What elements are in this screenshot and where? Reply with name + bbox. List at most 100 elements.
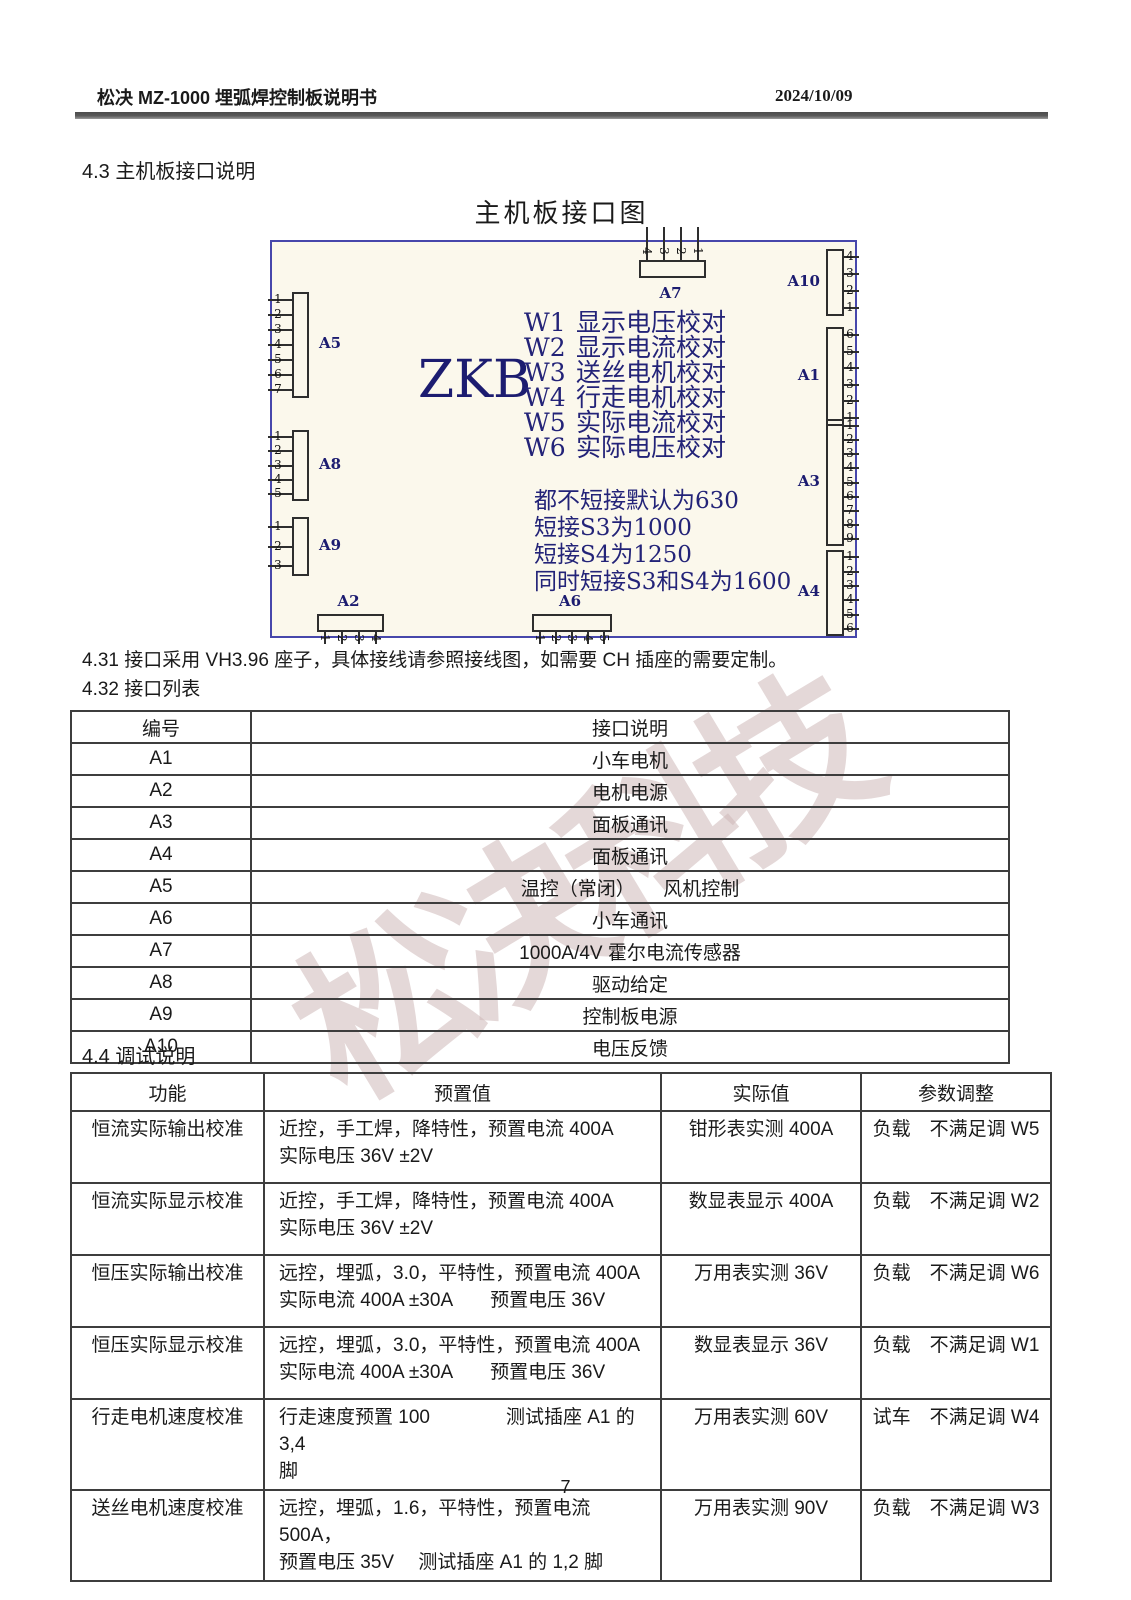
cell-id: A7 <box>70 934 252 968</box>
connector-pin-number: 1 <box>690 247 705 255</box>
connector-a4 <box>826 550 844 636</box>
w-list-row: W1 显示电压校对 <box>524 310 726 335</box>
connector-pin-line <box>842 425 859 428</box>
cell-desc: 温控（常闭） 风机控制 <box>250 870 1010 904</box>
table-row: 恒流实际显示校准 近控，手工焊，降特性，预置电流 400A 实际电压 36V ±2… <box>70 1182 1052 1256</box>
cell-id: A2 <box>70 774 252 808</box>
table-row: A2 电机电源 <box>70 774 1010 808</box>
connector-pin-number: 3 <box>274 457 282 472</box>
connector-pin-line <box>268 344 294 346</box>
connector-label-a2: A2 <box>337 592 360 610</box>
section-heading-4-4: 4.4 调试说明 <box>82 1046 196 1068</box>
table-row: 送丝电机速度校准 远控，埋弧，1.6，平特性，预置电流 500A， 预置电压 35… <box>70 1489 1052 1582</box>
cell: 行走速度预置 100 测试插座 A1 的 3,4 脚 <box>263 1398 662 1491</box>
w-id: W1 <box>524 308 566 337</box>
table-row: A4 面板通讯 <box>70 838 1010 872</box>
w-desc: 送丝电机校对 <box>576 358 727 387</box>
jumper-note-line: 同时短接S3和S4为1600 <box>534 569 792 595</box>
connector-pin-line <box>842 439 859 442</box>
cell: 万用表实测 60V <box>660 1398 862 1491</box>
connector-pin-line <box>842 481 859 484</box>
connector-pin-line <box>603 630 605 644</box>
connector-pin-line <box>268 374 294 377</box>
section-heading-4-3: 4.3 主机板接口说明 <box>82 161 256 183</box>
connector-pin-number: 4 <box>846 360 854 375</box>
connector-pin-number: 3 <box>274 321 282 336</box>
connector-label-a6: A6 <box>558 592 582 610</box>
connector-pin-line <box>268 565 294 568</box>
jumper-note-line: 都不短接默认为630 <box>534 488 739 514</box>
w-list-row: W6 实际电压校对 <box>524 435 726 460</box>
connector-pin-line <box>268 545 294 548</box>
connector-pin-line <box>842 306 859 309</box>
cell: 负载 不满足调 W1 <box>860 1326 1052 1400</box>
connector-a7 <box>639 260 706 278</box>
w-id: W2 <box>524 333 566 362</box>
cell: 负载 不满足调 W2 <box>860 1182 1052 1256</box>
connector-pin-line <box>268 298 294 301</box>
connector-pin-line <box>842 416 859 419</box>
header-rule <box>75 112 1048 119</box>
connector-pin-line <box>357 630 360 644</box>
connector-pin-line <box>679 227 682 262</box>
connector-pin-number: 7 <box>274 382 282 397</box>
cell-id: A1 <box>70 742 252 776</box>
cell-id: A6 <box>70 902 252 936</box>
connector-pin-number: 5 <box>597 634 611 642</box>
connector-pin-number: 4 <box>274 337 282 351</box>
cell-desc: 小车通讯 <box>250 902 1010 936</box>
connector-pin-number: 2 <box>549 634 563 642</box>
connector-a1 <box>826 327 844 426</box>
w-id: W6 <box>524 433 566 462</box>
connector-pin-line <box>842 383 859 386</box>
w-desc: 显示电压校对 <box>576 308 727 337</box>
cell-id: A8 <box>70 966 252 1000</box>
connector-pin-number: 4 <box>846 592 854 607</box>
connector-pin-number: 2 <box>274 443 282 458</box>
cell: 恒流实际输出校准 <box>70 1110 265 1184</box>
connector-pin-line <box>842 334 859 337</box>
cell: 负载 不满足调 W5 <box>860 1110 1052 1184</box>
connector-label-a7: A7 <box>659 284 682 302</box>
connector-pin-number: 5 <box>274 352 282 367</box>
w-list-row: W3 送丝电机校对 <box>524 360 726 385</box>
connector-pin-number: 7 <box>846 502 854 517</box>
table-row: A8 驱动给定 <box>70 966 1010 1000</box>
w-id: W5 <box>524 408 566 437</box>
connector-label-a3: A3 <box>797 471 820 490</box>
document-title: 松决 MZ-1000 埋弧焊控制板说明书 <box>97 88 378 108</box>
cell: 数显表显示 36V <box>660 1326 862 1400</box>
connector-pin-number: 3 <box>351 634 366 642</box>
connector-pin-number: 2 <box>673 247 688 255</box>
table-row: A3 面板通讯 <box>70 806 1010 840</box>
debug-table-body: 恒流实际输出校准 近控，手工焊，降特性，预置电流 400A 实际电压 36V ±2… <box>70 1110 1052 1582</box>
connector-pin-line <box>324 630 327 644</box>
table-row: A5 温控（常闭） 风机控制 <box>70 870 1010 904</box>
connector-pin-number: 2 <box>335 634 350 642</box>
jumper-note-line: 短接S3为1000 <box>534 515 692 541</box>
cell: 远控，埋弧，1.6，平特性，预置电流 500A， 预置电压 35V 测试插座 A… <box>263 1489 662 1582</box>
connector-pin-line <box>268 359 294 362</box>
connector-a8 <box>292 430 309 501</box>
cell: 行走电机速度校准 <box>70 1398 265 1491</box>
col-header: 功能 <box>70 1072 265 1112</box>
connector-pin-number: 3 <box>565 634 579 642</box>
cell-desc: 控制板电源 <box>250 998 1010 1032</box>
connector-pin-number: 4 <box>368 634 383 642</box>
table-header-row: 功能 预置值 实际值 参数调整 <box>70 1072 1052 1112</box>
w-desc: 实际电流校对 <box>576 408 727 437</box>
section-heading-4-32: 4.32 接口列表 <box>82 679 201 700</box>
cell-desc: 面板通讯 <box>250 838 1010 872</box>
connector-pin-number: 5 <box>846 606 854 621</box>
w-list-row: W2 显示电流校对 <box>524 335 726 360</box>
connector-label-a4: A4 <box>797 582 820 600</box>
connector-pin-number: 5 <box>846 343 854 358</box>
connector-pin-line <box>268 492 294 495</box>
cell: 恒压实际显示校准 <box>70 1326 265 1400</box>
connector-pin-number: 4 <box>581 634 595 642</box>
connector-pin-number: 2 <box>274 306 282 321</box>
connector-pin-line <box>842 570 859 573</box>
connector-pin-number: 3 <box>846 577 854 592</box>
col-header: 参数调整 <box>860 1072 1052 1112</box>
connector-pin-number: 1 <box>846 549 854 564</box>
